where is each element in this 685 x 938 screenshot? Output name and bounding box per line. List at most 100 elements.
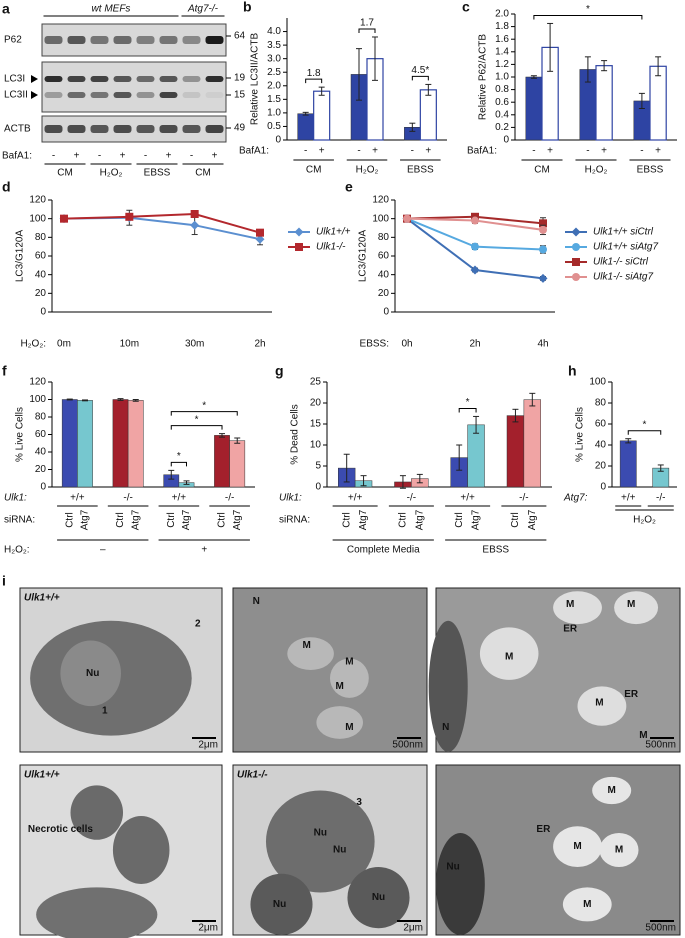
marker (125, 212, 134, 221)
marker (539, 225, 547, 234)
marker (471, 242, 479, 251)
marker (538, 273, 548, 283)
y-tick-label: 20 (595, 461, 607, 472)
band (205, 36, 224, 44)
blot-strip (41, 61, 227, 113)
y-tick-label: 40 (35, 269, 47, 280)
band (136, 92, 155, 98)
y-tick-label: 3.5 (267, 40, 281, 51)
band (136, 125, 155, 133)
bar (619, 440, 637, 488)
legend-label: Ulk1-/- siAtg7 (593, 272, 653, 283)
x-tick-label: EBSS (407, 165, 434, 176)
series-label: + (319, 146, 325, 157)
band (44, 92, 63, 98)
y-tick-label: 2.0 (495, 9, 509, 20)
series-line (63, 216, 261, 241)
annotation-bracket (358, 28, 376, 33)
series-label: Atg7 (358, 509, 369, 530)
y-tick-label: 0.4 (495, 109, 509, 120)
y-tick-label: 1.4 (495, 46, 509, 57)
lane-sign: - (98, 151, 101, 162)
annotation: * (195, 414, 199, 425)
y-axis-label: LC3/G120A (358, 230, 369, 283)
structure-label: ER (563, 624, 578, 635)
cell-structure (577, 686, 627, 726)
y-tick-label: 20 (310, 398, 322, 409)
series-label: Atg7 (130, 509, 141, 530)
panel-label: h (568, 363, 577, 379)
series-label: Atg7 (414, 509, 425, 530)
series-label: Ctrl (454, 512, 465, 528)
series-label: - (586, 146, 589, 157)
genotype-label: Ulk1-/- (237, 770, 268, 781)
lane-sign: + (166, 151, 172, 162)
series-label: Atg7 (80, 509, 91, 530)
y-tick-label: 0 (315, 482, 321, 493)
x-tick-label: 10m (120, 339, 139, 350)
series-label: + (655, 146, 661, 157)
y-tick-label: 0.6 (495, 97, 509, 108)
legend-marker (572, 273, 580, 281)
y-tick-label: 25 (310, 377, 322, 388)
cell-structure (599, 833, 639, 867)
y-tick-label: 100 (29, 213, 46, 224)
band (44, 76, 63, 82)
y-tick-label: 1.2 (495, 59, 509, 70)
bar (61, 399, 78, 488)
series-label: Ctrl (115, 512, 126, 528)
series-label: Ctrl (341, 512, 352, 528)
structure-label: Nu (314, 828, 327, 839)
band-arrow (31, 91, 38, 99)
panel-label: i (2, 573, 6, 589)
lane-sign: - (190, 151, 193, 162)
panel-label: c (462, 0, 470, 15)
cell-structure (479, 627, 539, 680)
annotation-bracket (458, 407, 477, 413)
scale-label: 2μm (198, 923, 218, 934)
y-tick-label: 40 (35, 447, 47, 458)
y-tick-label: 1.8 (495, 21, 509, 32)
annotation-bracket (411, 75, 429, 81)
mw-marker: 49 (234, 123, 246, 134)
marker (190, 210, 199, 218)
structure-label: N (253, 596, 260, 607)
cell-structure (330, 658, 369, 698)
band (182, 92, 201, 98)
structure-label: M (505, 652, 513, 663)
y-tick-label: 100 (29, 394, 46, 405)
x-axis-label: H₂O₂: (20, 339, 46, 350)
y-tick-label: 60 (378, 251, 390, 262)
protein-label: ACTB (4, 124, 31, 135)
lane-sign: - (52, 151, 55, 162)
y-axis-label: % Dead Cells (290, 404, 301, 465)
series-label: Atg7 (181, 509, 192, 530)
band (159, 92, 178, 98)
cell-structure (250, 873, 313, 936)
annotation: 1.8 (307, 68, 321, 79)
y-tick-label: 0.2 (495, 122, 509, 133)
series-label: Atg7 (527, 509, 538, 530)
condition-label: H₂O₂ (100, 168, 123, 179)
cell-structure (428, 620, 468, 753)
band (182, 125, 201, 133)
bar (214, 435, 230, 488)
band-arrow (31, 75, 38, 83)
y-tick-label: 1.5 (267, 94, 281, 105)
mw-marker: 64 (234, 31, 246, 42)
series-label: + (601, 146, 607, 157)
y-tick-label: 20 (378, 288, 390, 299)
lane-sign: + (212, 151, 218, 162)
genotype-label: Ulk1+/+ (24, 770, 60, 781)
annotation-bracket (170, 461, 187, 467)
annotation: * (466, 397, 470, 408)
structure-label: M (303, 640, 311, 651)
band (44, 125, 63, 133)
band (205, 92, 224, 98)
y-tick-label: 0 (503, 135, 509, 146)
bar (467, 424, 485, 488)
band (205, 125, 224, 133)
x-tick-label: EBSS (637, 165, 664, 176)
structure-label: M (595, 697, 603, 708)
